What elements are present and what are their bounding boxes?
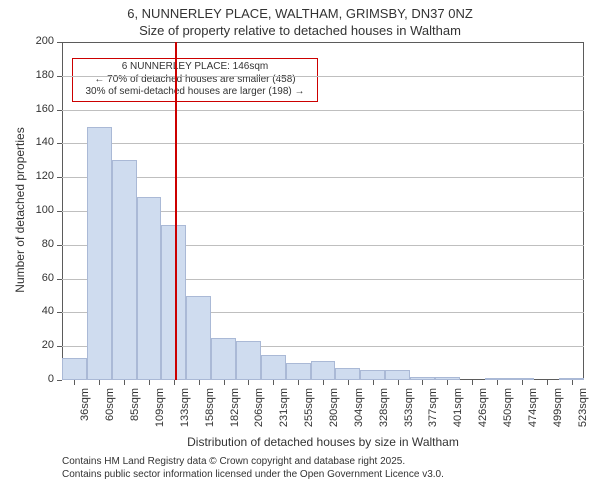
x-tick (273, 380, 274, 385)
x-tick (298, 380, 299, 385)
annotation-box: 6 NUNNERLEY PLACE: 146sqm ← 70% of detac… (72, 58, 318, 102)
y-tick (57, 110, 62, 111)
x-tick (248, 380, 249, 385)
x-tick-label: 255sqm (303, 388, 315, 448)
histogram-bar (62, 358, 87, 380)
x-tick (124, 380, 125, 385)
grid-line (62, 110, 584, 111)
x-tick-label: 450sqm (502, 388, 514, 448)
x-tick (174, 380, 175, 385)
y-tick (57, 143, 62, 144)
y-tick-label: 20 (24, 339, 54, 351)
y-tick (57, 76, 62, 77)
histogram-bar (137, 197, 162, 380)
x-tick (199, 380, 200, 385)
chart-container: 6, NUNNERLEY PLACE, WALTHAM, GRIMSBY, DN… (0, 0, 600, 500)
x-tick-label: 133sqm (179, 388, 191, 448)
y-tick-label: 60 (24, 272, 54, 284)
title-line-1: 6, NUNNERLEY PLACE, WALTHAM, GRIMSBY, DN… (0, 6, 600, 23)
x-tick (522, 380, 523, 385)
histogram-bar (286, 363, 311, 380)
histogram-bar (236, 341, 261, 380)
x-tick-label: 182sqm (229, 388, 241, 448)
annotation-line-3: 30% of semi-detached houses are larger (… (79, 86, 311, 99)
y-tick (57, 279, 62, 280)
y-tick (57, 177, 62, 178)
x-tick (447, 380, 448, 385)
y-tick (57, 245, 62, 246)
histogram-bar (261, 355, 286, 380)
x-tick (224, 380, 225, 385)
x-tick (497, 380, 498, 385)
x-tick (373, 380, 374, 385)
histogram-bar (211, 338, 236, 380)
reference-line (175, 42, 177, 380)
y-tick-label: 40 (24, 305, 54, 317)
histogram-bar (112, 160, 137, 380)
y-tick-label: 160 (24, 103, 54, 115)
x-tick (472, 380, 473, 385)
x-tick (547, 380, 548, 385)
y-tick-label: 80 (24, 238, 54, 250)
footer-line-1: Contains HM Land Registry data © Crown c… (62, 456, 584, 469)
x-tick-label: 36sqm (79, 388, 91, 448)
y-tick-label: 140 (24, 136, 54, 148)
x-tick (398, 380, 399, 385)
histogram-bar (335, 368, 360, 380)
x-tick-label: 353sqm (403, 388, 415, 448)
x-tick-label: 231sqm (278, 388, 290, 448)
y-tick-label: 0 (24, 373, 54, 385)
y-tick (57, 312, 62, 313)
y-tick-label: 120 (24, 170, 54, 182)
x-tick-label: 401sqm (452, 388, 464, 448)
x-tick-label: 280sqm (328, 388, 340, 448)
x-tick (422, 380, 423, 385)
title-block: 6, NUNNERLEY PLACE, WALTHAM, GRIMSBY, DN… (0, 0, 600, 40)
y-tick-label: 100 (24, 204, 54, 216)
y-tick-label: 200 (24, 35, 54, 47)
x-tick (74, 380, 75, 385)
x-tick (323, 380, 324, 385)
grid-line (62, 76, 584, 77)
footer-line-2: Contains public sector information licen… (62, 469, 584, 482)
histogram-bar (186, 296, 211, 381)
x-tick-label: 426sqm (477, 388, 489, 448)
x-tick-label: 523sqm (577, 388, 589, 448)
x-tick (348, 380, 349, 385)
y-tick (57, 42, 62, 43)
histogram-bar (311, 361, 336, 380)
x-tick-label: 206sqm (253, 388, 265, 448)
x-tick (572, 380, 573, 385)
y-tick (57, 346, 62, 347)
x-tick (149, 380, 150, 385)
x-tick-label: 60sqm (104, 388, 116, 448)
y-tick (57, 211, 62, 212)
x-tick-label: 85sqm (129, 388, 141, 448)
y-tick (57, 380, 62, 381)
title-line-2: Size of property relative to detached ho… (0, 23, 600, 40)
y-tick-label: 180 (24, 69, 54, 81)
histogram-bar (87, 127, 112, 381)
histogram-bar (161, 225, 186, 380)
x-tick-label: 304sqm (353, 388, 365, 448)
x-tick-label: 499sqm (552, 388, 564, 448)
grid-line (62, 143, 584, 144)
histogram-bar (385, 370, 410, 380)
x-tick-label: 158sqm (204, 388, 216, 448)
histogram-bar (360, 370, 385, 380)
grid-line (62, 177, 584, 178)
annotation-line-1: 6 NUNNERLEY PLACE: 146sqm (79, 61, 311, 74)
x-tick-label: 328sqm (378, 388, 390, 448)
x-tick-label: 377sqm (427, 388, 439, 448)
x-tick-label: 109sqm (154, 388, 166, 448)
x-tick-label: 474sqm (527, 388, 539, 448)
footer-text: Contains HM Land Registry data © Crown c… (62, 456, 584, 481)
x-tick (99, 380, 100, 385)
